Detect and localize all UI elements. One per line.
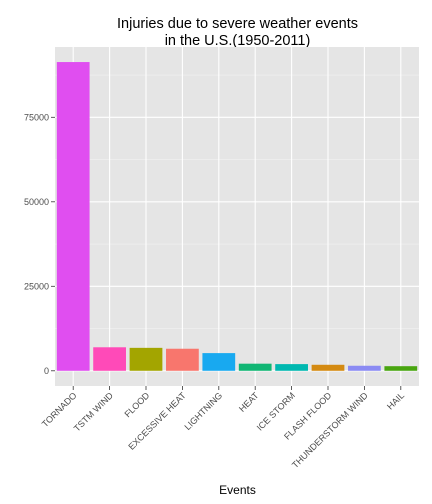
chart-title-line-2: in the U.S.(1950-2011): [165, 33, 311, 49]
bar-hail: [384, 366, 418, 371]
bar-tstm-wind: [93, 347, 126, 371]
bar-heat: [238, 363, 272, 371]
y-tick-label: 0: [44, 366, 49, 376]
bar-flash-flood: [311, 364, 345, 371]
x-axis-label: Events: [219, 483, 256, 497]
y-tick-label: 25000: [24, 281, 49, 291]
bars: [56, 62, 418, 371]
bar-excessive-heat: [166, 348, 199, 371]
bar-thunderstorm-wind: [348, 365, 381, 371]
minor-gridlines: [55, 74, 419, 329]
plot-panel: [55, 47, 419, 386]
bar-lightning: [202, 353, 236, 371]
y-tick-label: 75000: [24, 112, 49, 122]
bar-ice-storm: [275, 364, 308, 371]
bar-flood: [129, 347, 163, 371]
y-tick-label: 50000: [24, 197, 49, 207]
bar-tornado: [56, 62, 90, 371]
y-axis: 0 25000 50000 75000: [24, 112, 55, 376]
chart-title-line-1: Injuries due to severe weather events: [117, 16, 358, 32]
